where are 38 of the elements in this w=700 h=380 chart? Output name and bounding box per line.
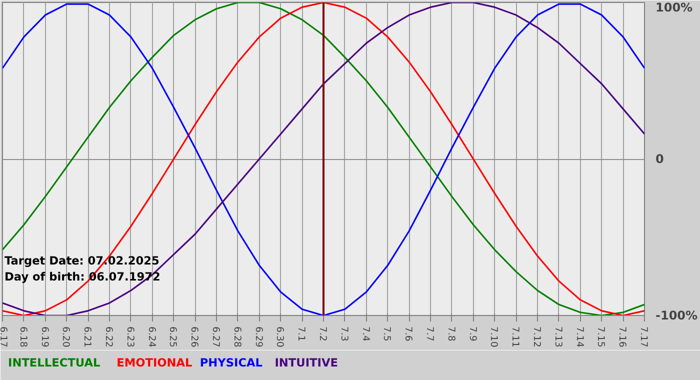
x-tick-label: 6.17 xyxy=(0,326,8,348)
y-tick-label: -100% xyxy=(656,308,698,322)
y-tick-label: 0 xyxy=(656,152,664,166)
x-tick-label: 6.19 xyxy=(38,326,50,348)
x-tick-label: 6.23 xyxy=(124,326,136,348)
x-tick-label: 7.14 xyxy=(574,326,585,348)
x-tick-label: 7.11 xyxy=(510,326,521,348)
x-tick-label: 6.22 xyxy=(103,326,114,348)
x-tick-label: 6.27 xyxy=(210,326,221,348)
x-tick-label: 6.28 xyxy=(231,326,242,348)
x-tick-label: 7.3 xyxy=(338,326,350,342)
x-tick-label: 7.2 xyxy=(317,326,328,342)
x-tick-label: 6.25 xyxy=(167,326,178,348)
x-tick-label: 6.21 xyxy=(82,326,93,348)
x-tick-label: 6.30 xyxy=(274,326,286,348)
x-tick-label: 6.24 xyxy=(146,326,157,348)
x-tick-label: 7.1 xyxy=(296,326,307,342)
x-tick-label: 7.12 xyxy=(531,326,542,348)
text: PHYSICAL xyxy=(200,356,263,370)
x-tick-label: 7.5 xyxy=(381,326,392,342)
text: INTUITIVE xyxy=(274,356,338,370)
x-tick-label: 7.13 xyxy=(552,326,564,348)
x-tick-label: 6.20 xyxy=(60,326,72,348)
text: EMOTIONAL xyxy=(116,356,192,370)
x-tick-label: 7.6 xyxy=(402,326,414,342)
x-tick-label: 7.10 xyxy=(488,326,500,348)
text: INTELLECTUAL xyxy=(8,356,100,370)
x-tick-label: 7.9 xyxy=(466,326,478,342)
x-tick-label: 6.26 xyxy=(188,326,200,348)
x-tick-label: 7.4 xyxy=(360,326,371,342)
y-tick-label: 100% xyxy=(656,0,693,14)
x-tick-label: 7.16 xyxy=(616,326,628,348)
x-tick-label: 6.29 xyxy=(252,326,264,348)
x-tick-label: 7.8 xyxy=(445,326,456,342)
x-tick-label: 7.7 xyxy=(424,326,435,342)
x-tick-label: 6.18 xyxy=(17,326,28,348)
x-tick-label: 7.17 xyxy=(638,326,649,348)
x-tick-label: 7.15 xyxy=(595,326,606,348)
